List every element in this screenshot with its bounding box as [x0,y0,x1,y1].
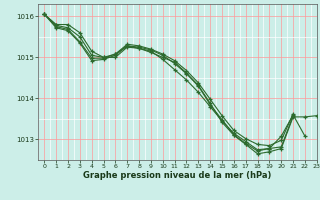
X-axis label: Graphe pression niveau de la mer (hPa): Graphe pression niveau de la mer (hPa) [84,171,272,180]
